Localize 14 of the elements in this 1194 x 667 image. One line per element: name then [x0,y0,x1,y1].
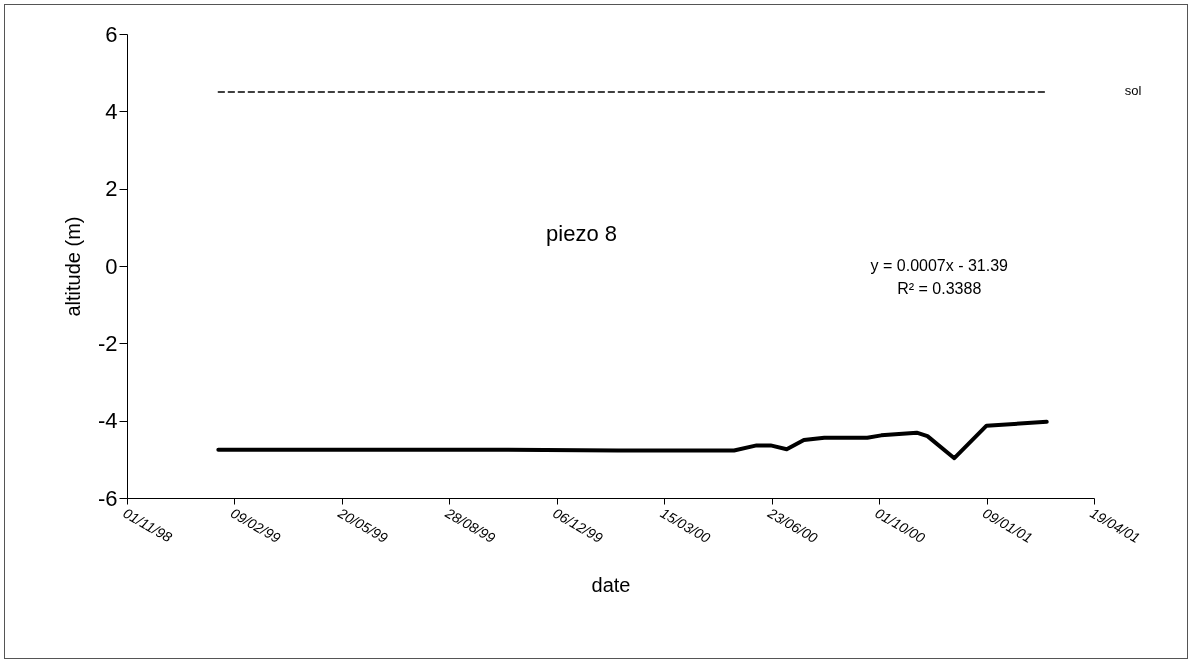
y-tick-label: -4 [97,408,118,434]
y-tick-label: 4 [105,98,118,124]
y-axis-title: altitude (m) [61,216,84,317]
y-tick-label: -6 [97,485,118,511]
annotation: piezo 8 [546,220,617,246]
y-tick-label: 2 [105,176,118,202]
y-tick-label: -2 [97,330,118,356]
y-tick-label: 0 [105,253,118,279]
annotation: y = 0.0007x - 31.39 [870,257,1009,274]
text: sol [1124,83,1142,98]
line-series [216,419,1049,461]
annotation: R² = 0.3388 [897,280,982,298]
y-tick-label: 6 [105,21,118,47]
x-axis-title: date [591,573,631,596]
